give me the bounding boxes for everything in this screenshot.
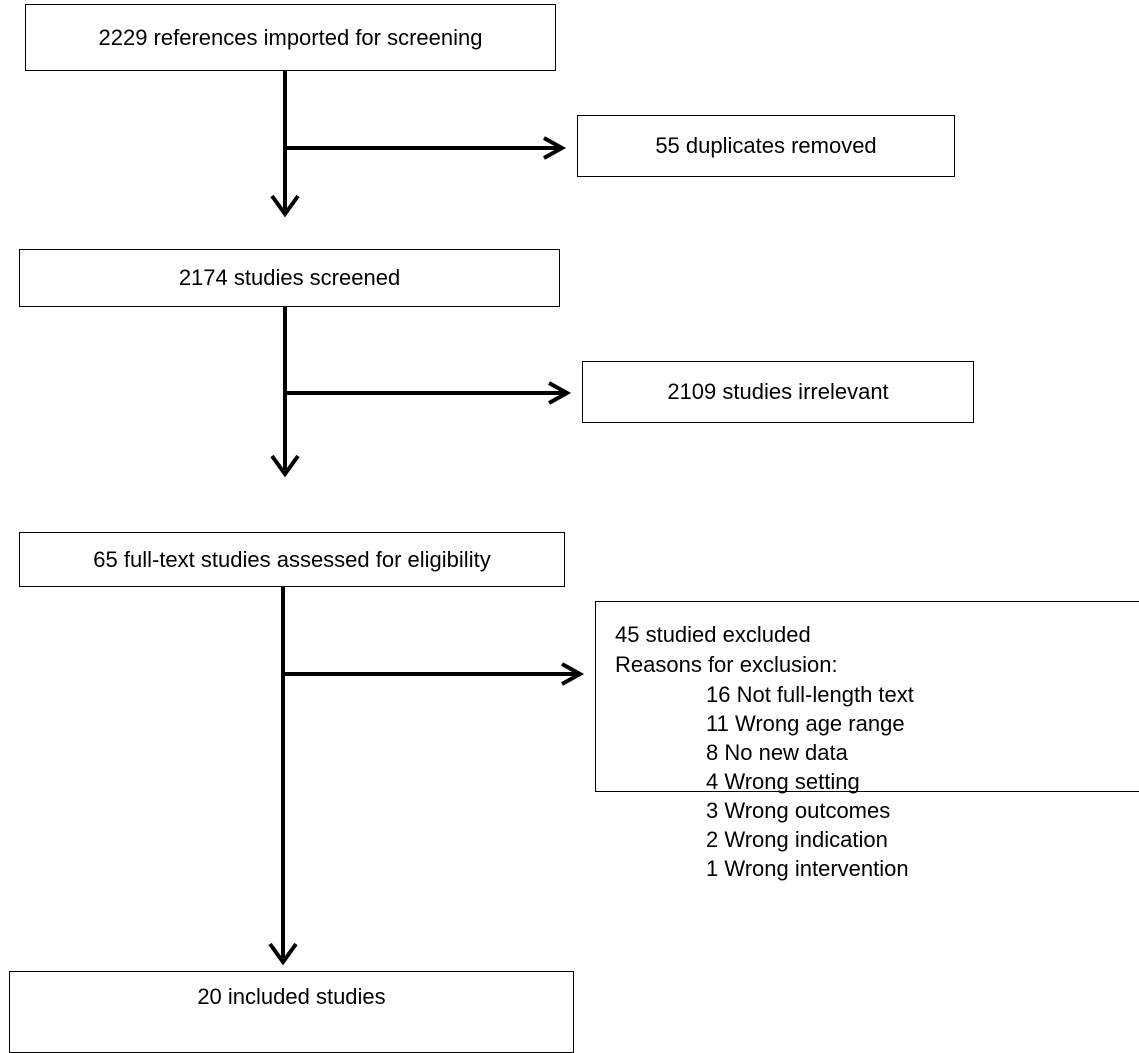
exclusion-reason-item: 16 Not full-length text	[706, 682, 914, 707]
included-studies-box: 20 included studies	[9, 971, 574, 1053]
excluded-count-label: 45 studied excluded	[615, 622, 811, 647]
exclusion-reason-item: 4 Wrong setting	[706, 769, 860, 794]
exclusion-reasons-heading: Reasons for exclusion:	[615, 652, 838, 677]
studies-irrelevant-box: 2109 studies irrelevant	[582, 361, 974, 423]
studies-irrelevant-label: 2109 studies irrelevant	[667, 379, 889, 404]
exclusion-reason-item: 3 Wrong outcomes	[706, 798, 891, 823]
studies-screened-label: 2174 studies screened	[178, 265, 401, 290]
studies-excluded-box: 45 studied excluded Reasons for exclusio…	[595, 601, 1139, 880]
exclusion-reason-item: 8 No new data	[706, 740, 848, 765]
exclusion-reason-item: 2 Wrong indication	[706, 827, 888, 852]
duplicates-removed-box: 55 duplicates removed	[577, 115, 955, 177]
main-arrowhead-1	[270, 194, 300, 218]
exclusion-reason-item: 1 Wrong intervention	[706, 856, 909, 881]
side-arrowhead-duplicates	[543, 136, 567, 160]
side-arrowhead-excluded	[561, 662, 585, 686]
references-imported-box: 2229 references imported for screening	[25, 4, 556, 71]
exclusion-reasons-list: 16 Not full-length text 11 Wrong age ran…	[706, 684, 914, 887]
studies-screened-box: 2174 studies screened	[19, 249, 560, 307]
duplicates-removed-label: 55 duplicates removed	[655, 133, 877, 158]
included-studies-label: 20 included studies	[197, 984, 386, 1009]
side-arrowhead-irrelevant	[548, 381, 572, 405]
fulltext-assessed-label: 65 full-text studies assessed for eligib…	[93, 546, 491, 572]
references-imported-label: 2229 references imported for screening	[98, 24, 483, 50]
exclusion-reason-item: 11 Wrong age range	[706, 711, 905, 736]
main-arrowhead-4	[268, 942, 298, 966]
fulltext-assessed-box: 65 full-text studies assessed for eligib…	[19, 532, 565, 587]
main-arrowhead-2	[270, 454, 300, 478]
